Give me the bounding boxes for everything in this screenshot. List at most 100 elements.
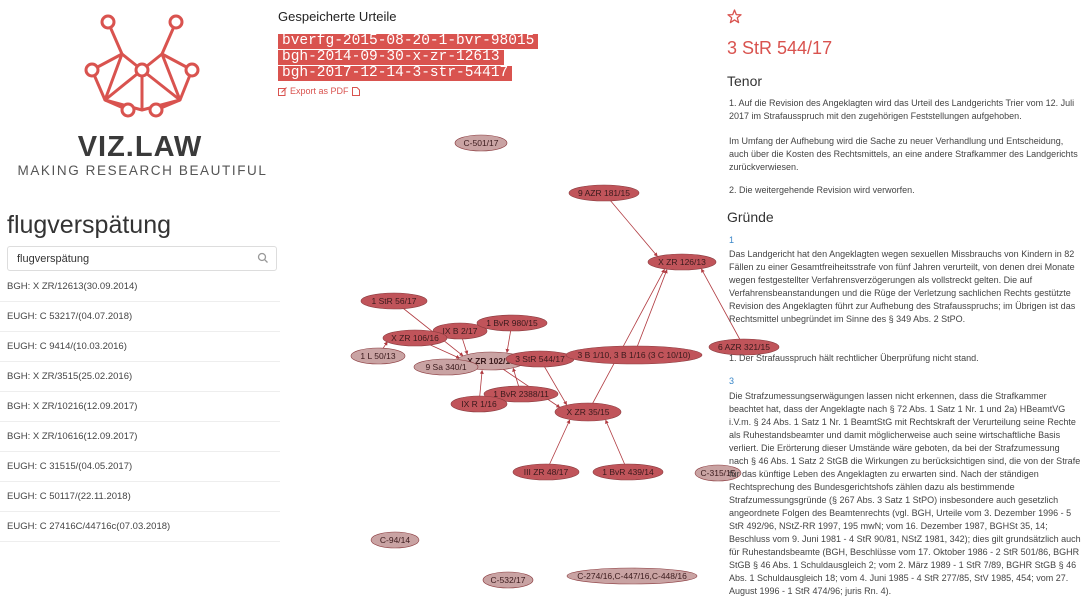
file-icon [351,86,360,96]
graph-edge [605,419,629,473]
tenor-heading: Tenor [727,73,763,89]
result-item[interactable]: BGH: X ZR/10616(12.09.2017) [0,422,280,452]
search-box[interactable] [7,246,277,271]
graph-node-label: IX B 2/17 [443,326,478,336]
graph-node[interactable]: IX R 1/16 [450,395,508,413]
graph-node-shape[interactable] [360,292,428,310]
export-pdf-label: Export as PDF [290,86,349,96]
export-pdf-link[interactable]: Export as PDF [278,86,360,96]
graph-node-shape[interactable] [454,134,508,152]
graph-node-shape[interactable] [694,464,742,482]
search-input[interactable] [15,247,249,271]
result-item[interactable]: EUGH: C 50117/(22.11.2018) [0,482,280,512]
graph-node[interactable]: III ZR 48/17 [512,463,580,481]
graph-node[interactable]: 1 BvR 2388/11 [483,385,559,403]
saved-list: bverfg-2015-08-20-1-bvr-98015 bgh-2014-0… [278,34,539,82]
graph-edge [633,269,668,356]
graph-node-label: III ZR 48/17 [524,467,569,477]
graph-node-label: 3 StR 544/17 [515,354,565,364]
graph-node-shape[interactable] [512,463,580,481]
graph-node-label: 9 Sa 340/1 [425,362,466,372]
saved-item[interactable]: bgh-2014-09-30-x-zr-12613 [278,50,504,65]
graph-node[interactable]: 9 Sa 340/1 [413,358,479,376]
left-panel: VIZ.LAW MAKING RESEARCH BEAUTIFUL flugve… [0,0,280,615]
graph-node-label: 1 L 50/13 [360,351,395,361]
graph-node[interactable]: C-274/16,C-447/16,C-448/16 [566,567,698,585]
tenor-paragraph: Im Umfang der Aufhebung wird die Sache z… [729,136,1078,172]
graph-node-shape[interactable] [413,358,479,376]
gruende-paragraph: 1. Der Strafausspruch hält rechtlicher Ü… [729,353,979,363]
graph-node[interactable]: C-315/15 [694,464,742,482]
graph-node-label: C-501/17 [464,138,499,148]
saved-item[interactable]: bgh-2017-12-14-3-str-54417 [278,66,513,81]
graph-node-label: X ZR 106/16 [391,333,439,343]
graph-node-shape[interactable] [382,329,448,347]
search-icon[interactable] [257,252,269,264]
graph-node[interactable]: 1 BvR 980/15 [476,314,548,332]
graph-node-shape[interactable] [647,253,717,271]
graph-node-shape[interactable] [592,463,664,481]
graph-node-shape[interactable] [554,402,622,422]
paragraph-number[interactable]: 3 [729,376,735,386]
graph-node-shape[interactable] [482,571,534,589]
graph-node[interactable]: 9 AZR 181/15 [568,184,640,202]
result-item[interactable]: EUGH: C 31515/(04.05.2017) [0,452,280,482]
graph-node[interactable]: 3 B 1/10, 3 B 1/16 (3 C 10/10) [565,345,703,365]
graph-node-shape[interactable] [565,345,703,365]
result-list: BGH: X ZR/12613(30.09.2014) EUGH: C 5321… [0,272,280,542]
graph-node-shape[interactable] [708,338,780,356]
graph-node-shape[interactable] [350,347,406,365]
graph-node-label: C-94/14 [380,535,411,545]
paragraph-number[interactable]: 1 [729,235,735,245]
graph-node[interactable]: C-501/17 [454,134,508,152]
gruende-paragraph: Die Strafzumessungserwägungen lassen nic… [729,391,1081,596]
graph-node-shape[interactable] [483,385,559,403]
result-item[interactable]: EUGH: C 9414/(10.03.2016) [0,332,280,362]
graph-node-label: X ZR 35/15 [567,407,610,417]
graph-node-shape[interactable] [476,314,548,332]
graph-node-label: 1 BvR 2388/11 [493,389,549,399]
viz-law-logo [84,14,200,118]
graph-node[interactable]: 1 L 50/13 [350,347,406,365]
graph-node-label: C-274/16,C-447/16,C-448/16 [577,571,687,581]
result-item[interactable]: EUGH: C 27416C/44716c(07.03.2018) [0,512,280,542]
graph-node[interactable]: 6 AZR 321/15 [708,338,780,356]
brand-tagline: MAKING RESEARCH BEAUTIFUL [17,163,268,178]
result-item[interactable]: EUGH: C 53217/(04.07.2018) [0,302,280,332]
graph-node[interactable]: 1 BvR 439/14 [592,463,664,481]
graph-node-label: C-315/15 [701,468,736,478]
graph-node-label: 9 AZR 181/15 [578,188,630,198]
graph-node[interactable]: 3 StR 544/17 [505,350,575,368]
graph-node[interactable]: X ZR 35/15 [554,402,622,422]
result-item[interactable]: BGH: X ZR/3515(25.02.2016) [0,362,280,392]
graph-node-shape[interactable] [450,395,508,413]
graph-node[interactable]: C-532/17 [482,571,534,589]
edit-icon [278,86,287,96]
graph-edge [701,268,745,348]
gruende-paragraph: Das Landgericht hat den Angeklagten wege… [729,249,1076,324]
citation-graph[interactable]: C-501/17 9 AZR 181/15 X ZR 126/13 1 StR 56/… [340,120,780,615]
brand-name: VIZ.LAW [77,131,203,163]
graph-node[interactable]: C-94/14 [370,531,420,549]
gruende-heading: Gründe [727,209,774,225]
graph-node-label: IX R 1/16 [461,399,497,409]
graph-node-shape[interactable] [568,184,640,202]
graph-node[interactable]: 1 StR 56/17 [360,292,428,310]
search-title: flugverspätung [7,211,172,239]
result-item[interactable]: BGH: X ZR/10216(12.09.2017) [0,392,280,422]
star-icon[interactable] [727,9,742,24]
graph-node-shape[interactable] [566,567,698,585]
graph-node-label: 3 B 1/10, 3 B 1/16 (3 C 10/10) [578,350,691,360]
graph-node-label: X ZR 102/16 [467,356,515,366]
graph-edge [393,300,464,357]
result-item[interactable]: BGH: X ZR/12613(30.09.2014) [0,272,280,302]
graph-node[interactable]: IX B 2/17 [432,322,488,340]
graph-node-label: 1 StR 56/17 [372,296,417,306]
tenor-paragraph: 1. Auf die Revision des Angeklagten wird… [729,98,1075,121]
graph-node[interactable]: X ZR 126/13 [647,253,717,271]
graph-node-shape[interactable] [432,322,488,340]
saved-item[interactable]: bverfg-2015-08-20-1-bvr-98015 [278,34,539,49]
graph-node[interactable]: X ZR 106/16 [382,329,448,347]
graph-node-shape[interactable] [370,531,420,549]
graph-edge [545,419,571,473]
